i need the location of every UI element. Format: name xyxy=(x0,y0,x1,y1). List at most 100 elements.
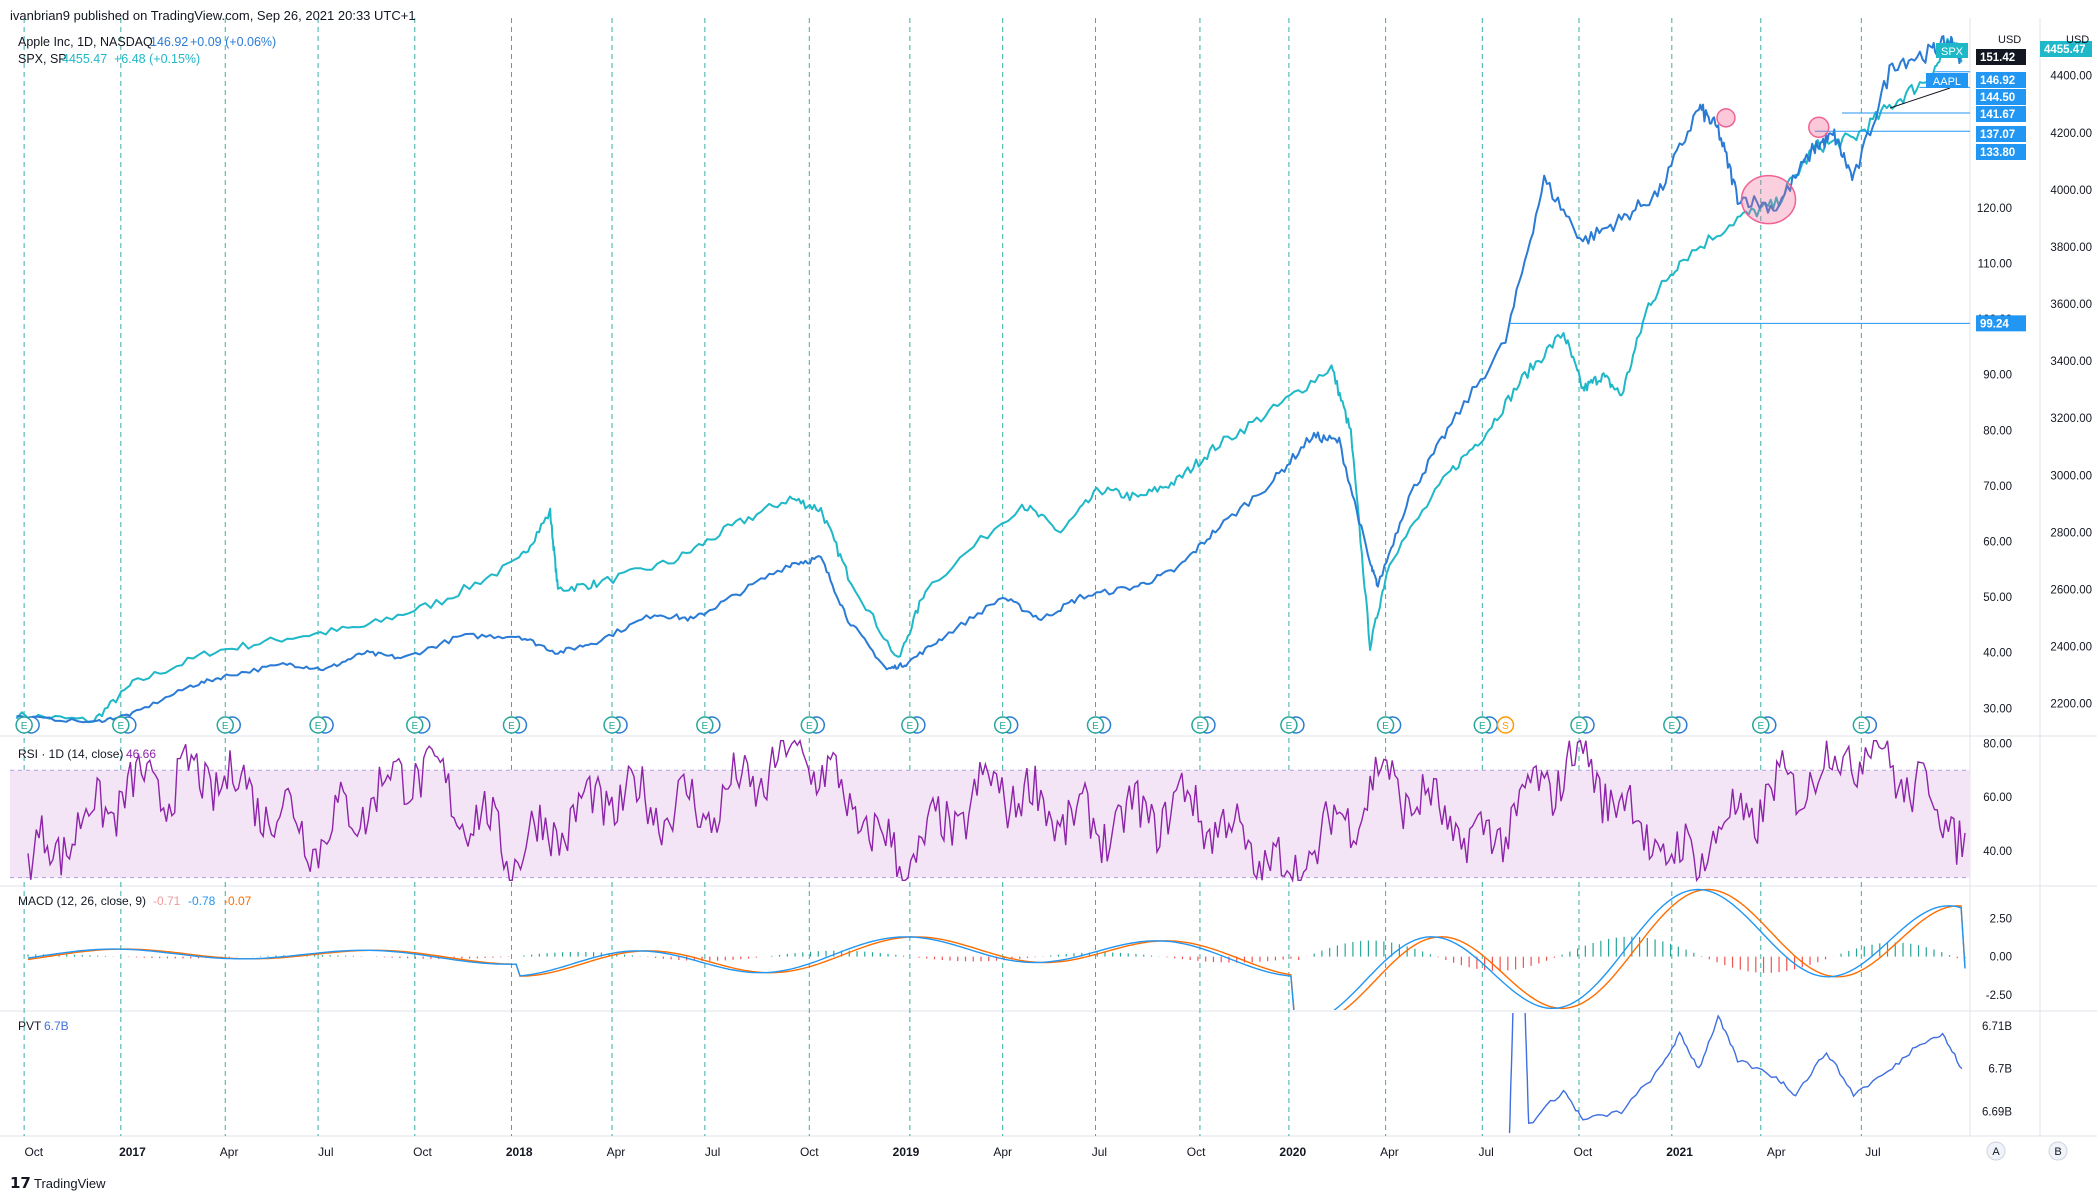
legend-aapl[interactable]: Apple Inc, 1D, NASDAQ 146.92 +0.09 (+0.0… xyxy=(18,35,276,49)
price-tag-3-bg xyxy=(1976,106,2026,122)
pvt-plot xyxy=(1508,1013,1963,1133)
y-right-tick: 3200.00 xyxy=(2050,413,2092,425)
series-tag-aapl: AAPL xyxy=(1933,76,1961,88)
x-tick: 2018 xyxy=(506,1145,533,1159)
y-left-tick: 120.00 xyxy=(1977,203,2012,215)
price-tag-6: 99.24 xyxy=(1980,318,2009,330)
legend-spx-name: SPX, SP xyxy=(18,52,67,66)
pvt-y-tick: 6.69B xyxy=(1982,1107,2012,1119)
macd-legend[interactable]: MACD (12, 26, close, 9) -0.71 -0.78 -0.0… xyxy=(18,894,252,908)
earnings-marker-icon xyxy=(696,716,714,734)
y-left-tick: 40.00 xyxy=(1983,648,2012,660)
y-right-tick: 3000.00 xyxy=(2050,470,2092,482)
highlight-circle-mid xyxy=(1808,116,1830,139)
rsi-line xyxy=(27,738,1966,883)
x-tick: Apr xyxy=(607,1145,626,1159)
x-tick: Jul xyxy=(705,1145,720,1159)
scale-b-button[interactable]: B xyxy=(2048,1141,2068,1161)
earnings-marker-label: E xyxy=(1092,721,1099,732)
earnings-marker-label: E xyxy=(1858,721,1865,732)
earnings-marker-icon xyxy=(1663,716,1681,734)
price-plot xyxy=(15,35,1963,724)
macd-line xyxy=(27,888,1966,1010)
pvt-y-tick: 6.71B xyxy=(1982,1021,2012,1033)
rsi-title: RSI · 1D (14, close) xyxy=(18,747,123,761)
earnings-marker-label: E xyxy=(999,721,1006,732)
earnings-marker-icon xyxy=(1376,716,1395,734)
y-left-tick: 30.00 xyxy=(1983,703,2012,715)
legend-spx-change: +6.48 (+0.15%) xyxy=(114,52,200,66)
pvt-last-value: 6.7B xyxy=(44,1019,69,1033)
earnings-marker-icon xyxy=(1570,716,1588,734)
split-marker-label: S xyxy=(1502,721,1509,732)
legend-aapl-value: 146.92 xyxy=(150,35,188,49)
price-tag-last: 151.42 xyxy=(1980,52,2015,64)
axis-labels: 130.00120.00110.00100.0090.0080.0070.006… xyxy=(24,71,2092,1159)
price-tags: 151.42 146.92 144.50 141.67 137.07 133.80 99.2… xyxy=(1926,41,2092,332)
y-right-tick: 2400.00 xyxy=(2050,642,2092,654)
y-left-tick: 90.00 xyxy=(1983,370,2012,382)
y-left-tick: 80.00 xyxy=(1983,425,2012,437)
x-tick: Jul xyxy=(1092,1145,1107,1159)
y-right-tick: 4000.00 xyxy=(2050,185,2092,197)
x-tick: Jul xyxy=(318,1145,333,1159)
pvt-legend[interactable]: PVT 6.7B xyxy=(18,1019,69,1033)
pane-separators xyxy=(0,18,2097,1137)
earnings-marker-icon xyxy=(1473,716,1492,734)
earnings-marker-label: E xyxy=(1197,721,1204,732)
x-tick: Oct xyxy=(1187,1145,1206,1159)
tradingview-brand: TradingView xyxy=(34,1176,106,1191)
earnings-marker-icon xyxy=(1280,716,1298,734)
x-tick: 2019 xyxy=(893,1145,920,1159)
earnings-marker-label: E xyxy=(1382,721,1389,732)
x-tick: Apr xyxy=(1767,1145,1786,1159)
x-tick: Oct xyxy=(24,1145,43,1159)
x-tick: Apr xyxy=(220,1145,239,1159)
earnings-marker-label: E xyxy=(1479,721,1486,732)
rsi-legend[interactable]: RSI · 1D (14, close) 46.66 xyxy=(18,747,156,761)
tradingview-logo-icon: 𝟭𝟳 xyxy=(10,1175,31,1192)
earnings-marker-label: E xyxy=(806,721,813,732)
pvt-line xyxy=(1508,1013,1963,1133)
earnings-marker-label: E xyxy=(1668,721,1675,732)
legend-spx[interactable]: SPX, SP 4455.47 +6.48 (+0.15%) xyxy=(18,52,200,66)
x-tick: Oct xyxy=(413,1145,432,1159)
earnings-marker-label: E xyxy=(1286,721,1293,732)
earnings-marker-icon xyxy=(1852,716,1871,734)
earnings-marker-label: E xyxy=(222,721,229,732)
earnings-marker-label: E xyxy=(609,721,616,732)
y-right-tick: 2600.00 xyxy=(2050,584,2092,596)
price-tag-5-bg xyxy=(1976,144,2026,160)
scale-auto-button[interactable]: A xyxy=(1986,1141,2006,1161)
macd-y-tick: 2.50 xyxy=(1990,914,2012,926)
earnings-marker-label: E xyxy=(702,721,709,732)
spx-last-tag: 4455.47 xyxy=(2044,44,2086,56)
y-left-tick: 70.00 xyxy=(1983,481,2012,493)
earnings-marker-icon xyxy=(406,716,424,734)
pvt-y-tick: 6.7B xyxy=(1988,1064,2012,1076)
earnings-marker-icon xyxy=(603,716,621,734)
rsi-plot xyxy=(10,738,1970,883)
earnings-marker-icon xyxy=(1752,716,1770,734)
earnings-marker-icon xyxy=(216,716,235,734)
earnings-grid-lines xyxy=(23,18,1862,1136)
x-tick: Jul xyxy=(1865,1145,1880,1159)
earnings-marker-label: E xyxy=(315,721,322,732)
earnings-marker-label: E xyxy=(907,721,914,732)
tradingview-logo[interactable]: 𝟭𝟳 TradingView xyxy=(10,1175,106,1192)
earnings-marker-label: E xyxy=(508,721,515,732)
x-tick: Apr xyxy=(1380,1145,1399,1159)
y-left-tick: 50.00 xyxy=(1983,592,2012,604)
price-tag-2: 144.50 xyxy=(1980,92,2015,104)
chart-annotations xyxy=(1509,71,1970,324)
y-right-tick: 4200.00 xyxy=(2050,128,2092,140)
split-marker-icon xyxy=(1496,716,1515,734)
legend-aapl-change: +0.09 (+0.06%) xyxy=(190,35,276,49)
y-right-tick: 3600.00 xyxy=(2050,299,2092,311)
pvt-title: PVT xyxy=(18,1019,42,1033)
earnings-marker-label: E xyxy=(411,721,418,732)
rsi-y-tick: 60.00 xyxy=(1983,792,2012,804)
x-tick: 2021 xyxy=(1666,1145,1693,1159)
